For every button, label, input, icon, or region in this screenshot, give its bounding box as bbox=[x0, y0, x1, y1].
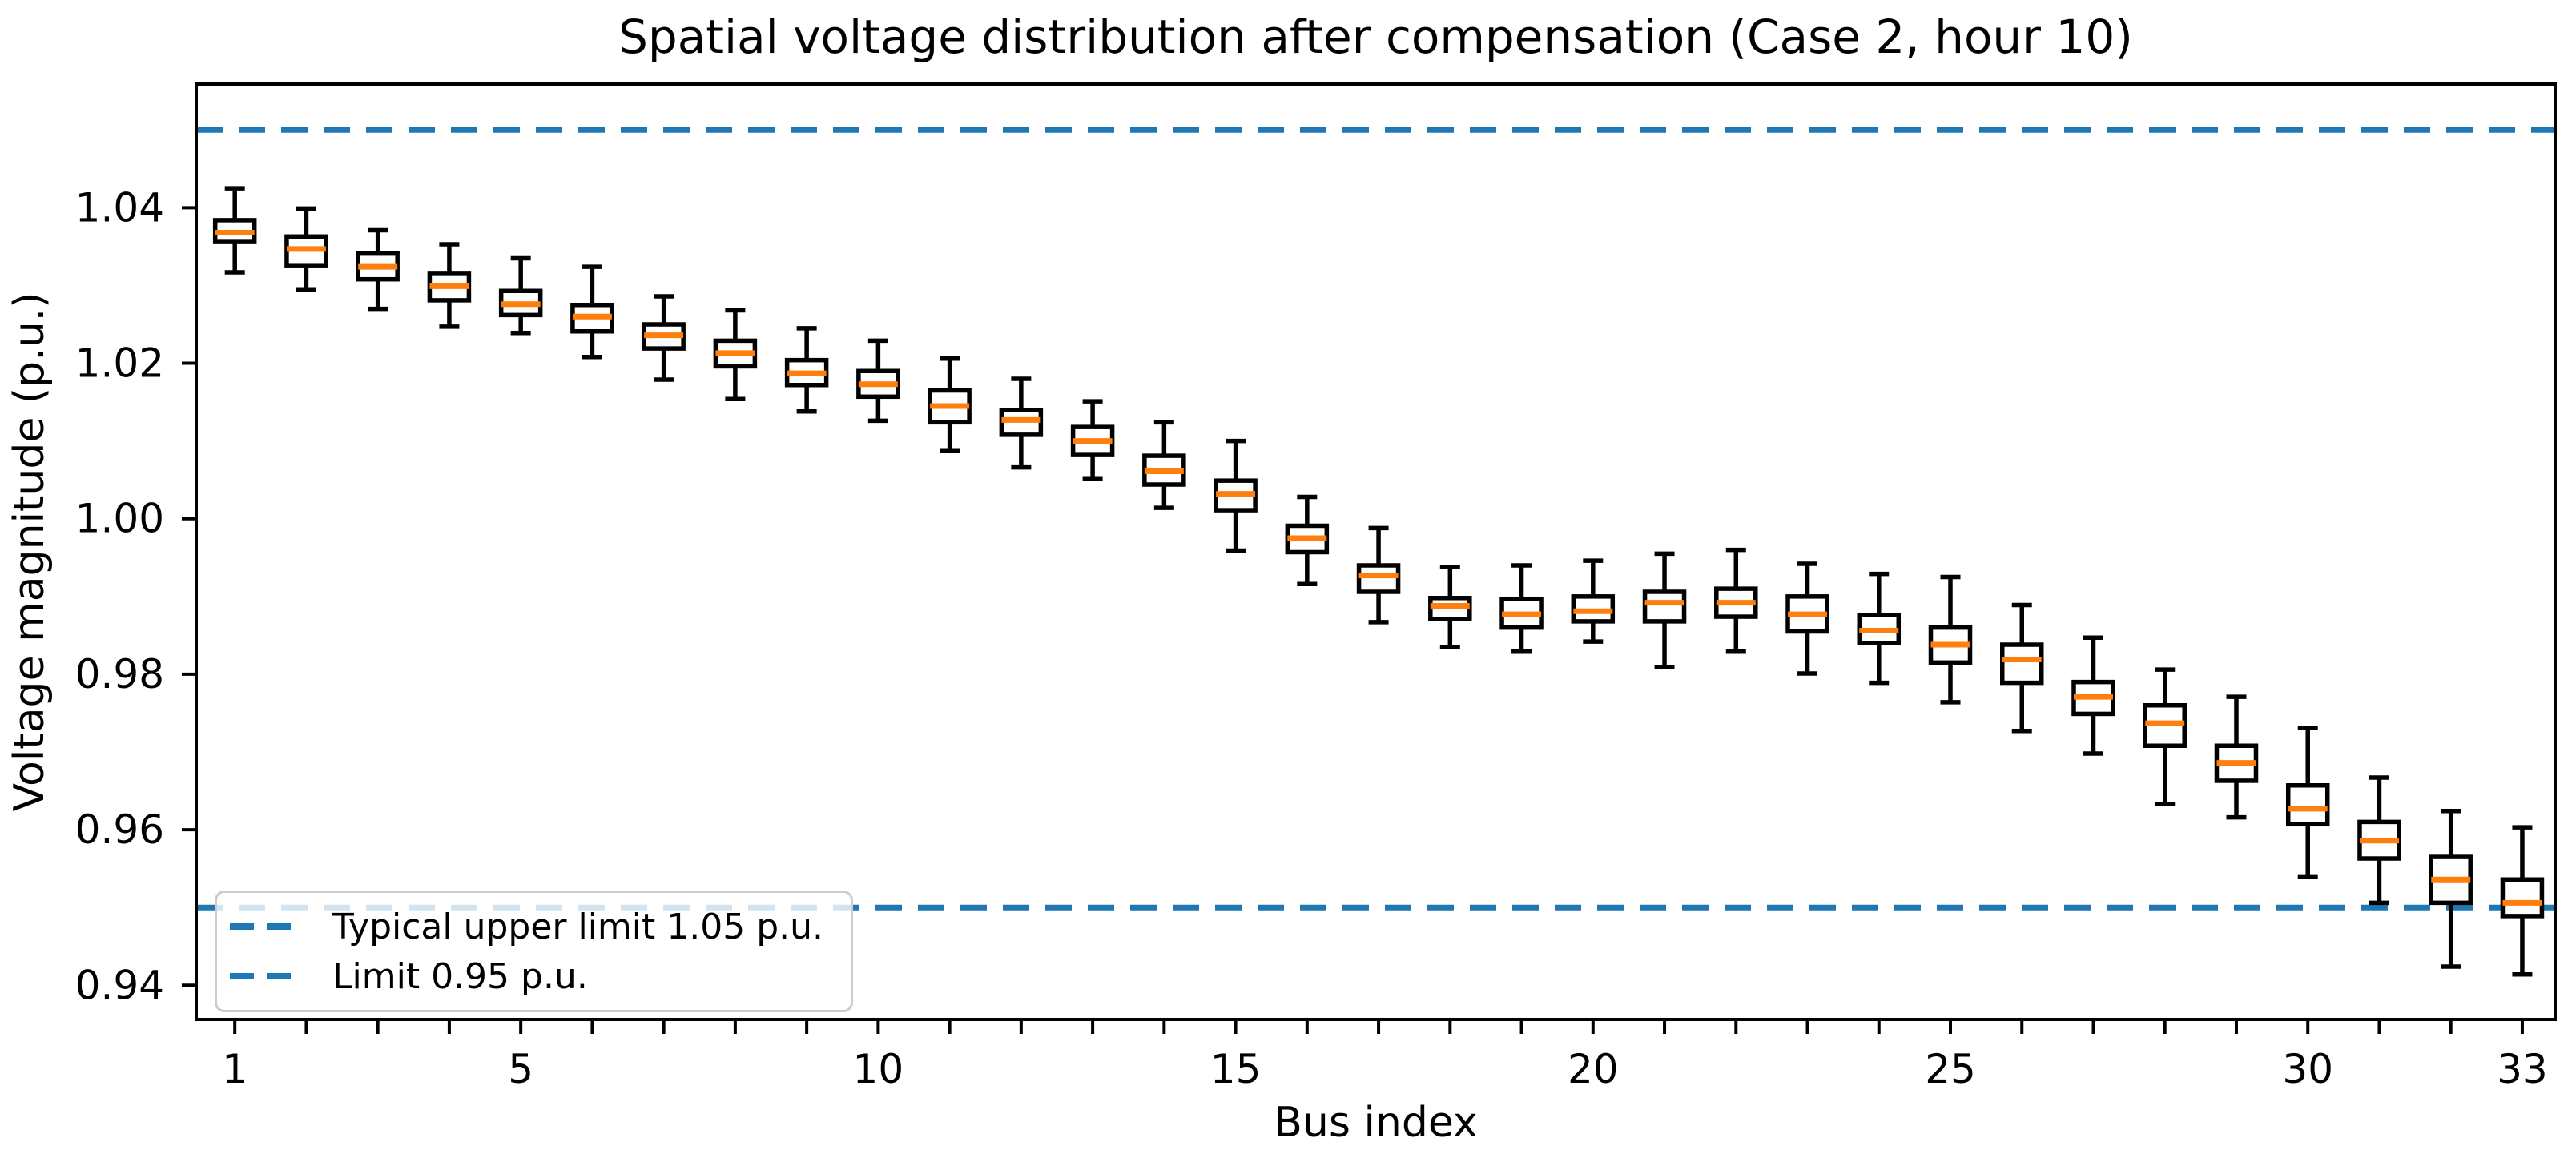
y-tick-label: 0.98 bbox=[75, 651, 164, 698]
y-tick-label: 1.04 bbox=[75, 184, 164, 231]
y-tick-label: 1.02 bbox=[75, 340, 164, 387]
axes-frame bbox=[195, 82, 2557, 1021]
x-tick-label: 15 bbox=[1210, 1046, 1262, 1092]
legend: Typical upper limit 1.05 p.u. Limit 0.95… bbox=[215, 891, 853, 1012]
y-tick-label: 0.96 bbox=[75, 806, 164, 853]
legend-label-upper-limit: Typical upper limit 1.05 p.u. bbox=[332, 906, 823, 947]
y-tick-label: 1.00 bbox=[75, 496, 164, 542]
x-tick-label: 30 bbox=[2282, 1046, 2333, 1092]
legend-item-upper-limit: Typical upper limit 1.05 p.u. bbox=[230, 903, 823, 951]
y-tick-label: 0.94 bbox=[75, 962, 164, 1008]
x-tick-label: 1 bbox=[222, 1046, 248, 1092]
legend-item-lower-limit: Limit 0.95 p.u. bbox=[230, 952, 823, 1000]
x-tick-label: 33 bbox=[2497, 1046, 2548, 1092]
legend-label-lower-limit: Limit 0.95 p.u. bbox=[332, 955, 588, 997]
dashed-line-swatch-upper bbox=[230, 923, 291, 930]
box-bus-33 bbox=[2500, 877, 2545, 919]
box-bus-26 bbox=[2000, 642, 2044, 686]
x-tick-label: 25 bbox=[1925, 1046, 1976, 1092]
x-tick-label: 5 bbox=[508, 1046, 533, 1092]
x-tick-label: 20 bbox=[1568, 1046, 1619, 1092]
dashed-line-swatch-lower bbox=[230, 973, 291, 979]
box-bus-17 bbox=[1356, 563, 1401, 594]
box-bus-21 bbox=[1642, 589, 1687, 624]
x-tick-label: 10 bbox=[853, 1046, 904, 1092]
chart-title: Spatial voltage distribution after compe… bbox=[618, 10, 2133, 64]
box-bus-30 bbox=[2285, 783, 2330, 827]
x-axis-label: Bus index bbox=[1274, 1099, 1478, 1147]
